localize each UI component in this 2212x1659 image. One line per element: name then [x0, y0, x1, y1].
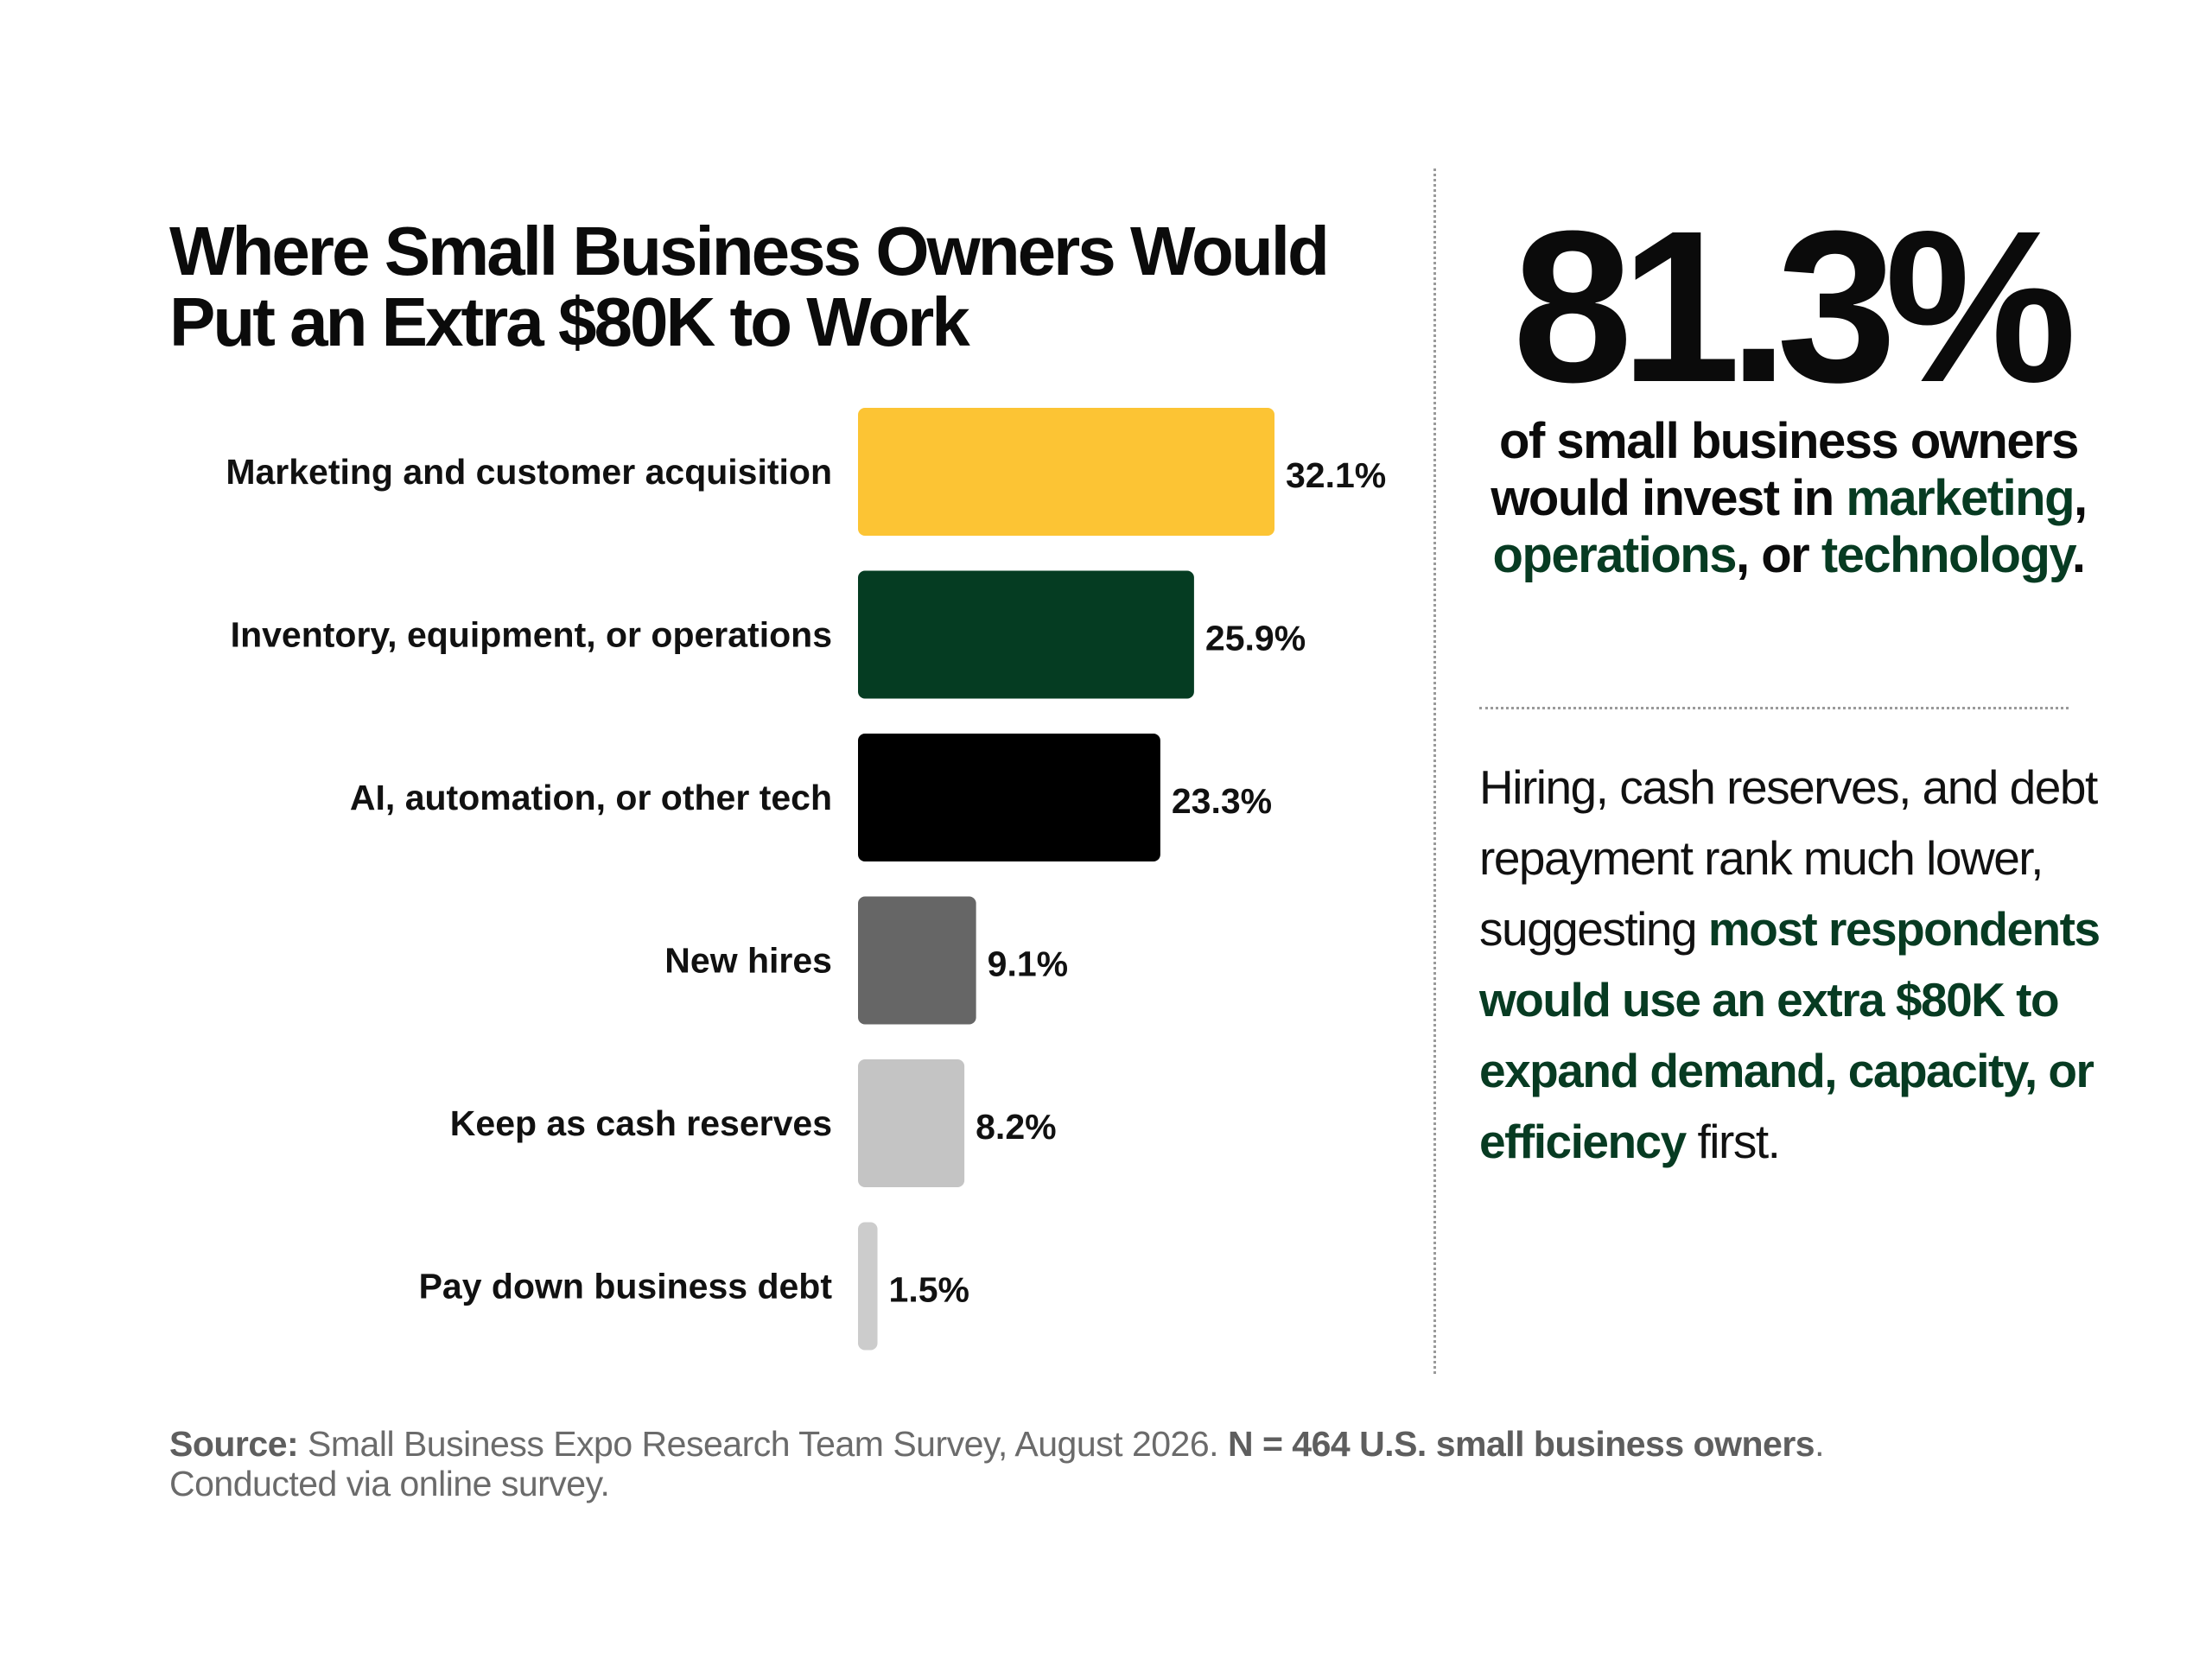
category-label: Pay down business debt: [419, 1267, 833, 1306]
category-label: AI, automation, or other tech: [350, 778, 832, 817]
bar: [858, 734, 1160, 861]
value-label: 25.9%: [1205, 619, 1306, 658]
bar: [858, 896, 976, 1025]
highlight-separator-2: , or: [1735, 527, 1821, 583]
insight-plain: Hiring, cash reserves, and debt repaymen…: [1479, 760, 2098, 956]
value-label: 9.1%: [988, 944, 1068, 984]
insight-end: first.: [1685, 1115, 1781, 1168]
bar-chart: Marketing and customer acquisition 32.1% I…: [226, 408, 1386, 1351]
highlight-text: of small business owners would invest in: [1491, 413, 2079, 526]
chart-title: Where Small Business Owners Would Put an…: [169, 213, 1330, 360]
category-label: New hires: [664, 941, 832, 981]
highlight-end: .: [2071, 527, 2086, 583]
source-line: Source: Small Business Expo Research Tea…: [169, 1424, 2070, 1464]
bar: [858, 1059, 965, 1187]
vertical-divider: [1433, 168, 1436, 1374]
highlight-technology: technology: [1821, 527, 2074, 583]
value-label: 8.2%: [976, 1107, 1056, 1147]
category-label: Marketing and customer acquisition: [226, 452, 832, 492]
category-label: Keep as cash reserves: [450, 1103, 832, 1143]
sample-end: .: [1815, 1424, 1825, 1464]
highlight-description: of small business owners would invest in…: [1469, 413, 2108, 584]
bar: [858, 570, 1194, 699]
insight-text: Hiring, cash reserves, and debt repaymen…: [1479, 752, 2101, 1177]
value-label: 23.3%: [1172, 781, 1272, 821]
bar: [858, 408, 1274, 536]
category-label: Inventory, equipment, or operations: [231, 615, 832, 655]
highlight-operations: operations: [1492, 527, 1737, 583]
value-label: 32.1%: [1286, 455, 1386, 495]
highlight-separator-1: ,: [2074, 470, 2088, 526]
source-footer: Source: Small Business Expo Research Tea…: [169, 1424, 2070, 1503]
value-label: 1.5%: [889, 1270, 969, 1310]
source-text: Small Business Expo Research Team Survey…: [298, 1424, 1228, 1464]
sample-size: N = 464 U.S. small business owners: [1227, 1424, 1815, 1464]
highlight-stat: 81.3%: [1512, 186, 2077, 427]
source-label: Source:: [169, 1424, 299, 1464]
bar: [858, 1222, 878, 1351]
insight-emphasis: most respondents would use an extra $80K…: [1479, 902, 2101, 1168]
highlight-marketing: marketing: [1846, 470, 2075, 526]
horizontal-divider: [1479, 707, 2069, 709]
method-line: Conducted via online survey.: [169, 1464, 610, 1503]
